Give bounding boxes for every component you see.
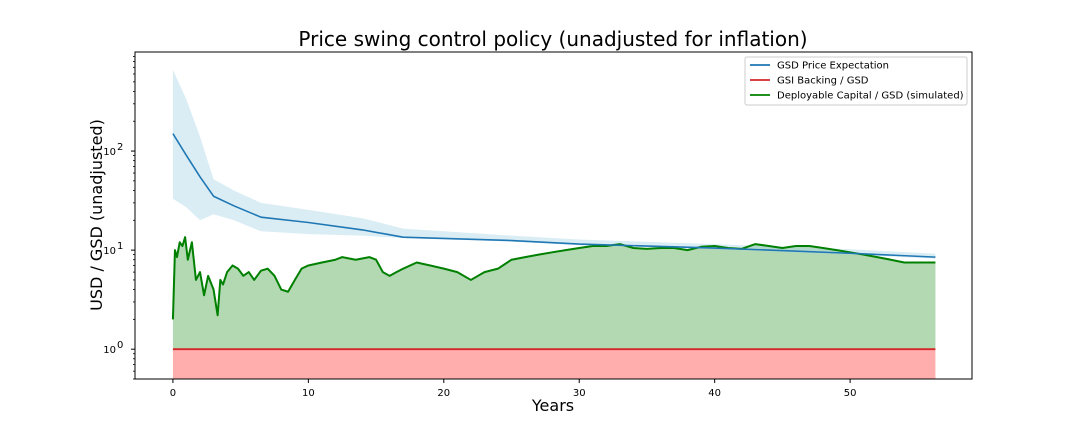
capital-fill: [172, 237, 936, 350]
y-tick-label: 10: [103, 246, 116, 257]
y-tick-label: 10: [103, 147, 116, 158]
x-tick-label: 0: [170, 388, 176, 399]
legend-label: GSI Backing / GSD: [777, 76, 869, 87]
x-tick-label: 20: [437, 388, 450, 399]
legend-box: [744, 56, 968, 106]
chart-title: Price swing control policy (unadjusted f…: [298, 27, 807, 51]
y-tick-exponent: 1: [117, 241, 123, 252]
expectation-line: [172, 133, 936, 258]
plot-area: [134, 51, 973, 380]
fills: [172, 69, 936, 379]
legend-label: Deployable Capital / GSD (simulated): [777, 91, 964, 102]
legend-label: GSD Price Expectation: [777, 61, 889, 72]
x-tick-label: 10: [302, 388, 315, 399]
backing-fill: [172, 349, 936, 379]
x-tick-label: 30: [573, 388, 586, 399]
x-axis: 0 10 20 30 40 50: [170, 379, 857, 399]
capital-line: [171, 236, 936, 320]
plot-frame: [134, 51, 973, 380]
y-tick-exponent: 0: [117, 340, 123, 351]
y-tick-exponent: 2: [117, 142, 123, 153]
x-axis-label: Years: [531, 396, 574, 415]
x-tick-label: 50: [844, 388, 857, 399]
y-tick-label: 10: [103, 345, 116, 356]
legend: GSD Price Expectation GSI Backing / GSD De…: [744, 56, 968, 106]
lines: [171, 133, 936, 351]
x-tick-label: 40: [708, 388, 721, 399]
y-axis-label: USD / GSD (unadjusted): [87, 119, 106, 311]
